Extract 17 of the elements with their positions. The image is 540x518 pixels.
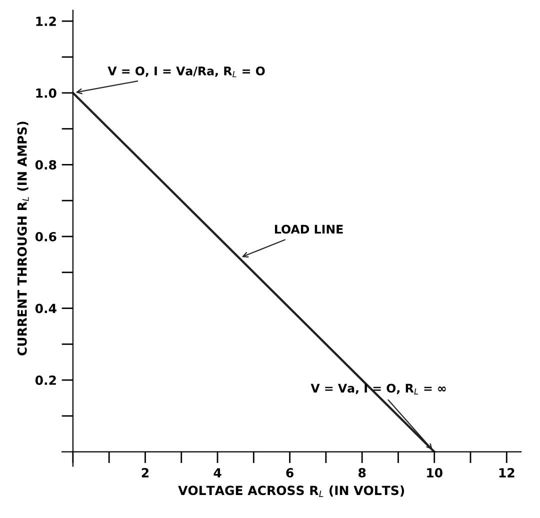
y-tick-label: 1.0: [36, 88, 56, 98]
y-axis-title: CURRENT THROUGH R$_{L}$ (IN AMPS): [17, 122, 29, 356]
y-tick-label: 1.2: [36, 16, 56, 26]
x-tick-label: 10: [427, 468, 442, 478]
x-tick-label: 8: [358, 468, 366, 478]
y-tick-label: 0.8: [35, 160, 56, 170]
annotation: V = Va, I = O, R$_{L}$ = ∞: [310, 384, 446, 394]
y-tick-label: 0.4: [35, 304, 56, 314]
x-tick-label: 6: [286, 468, 294, 478]
annotation: LOAD LINE: [275, 224, 343, 234]
annotation: V = O, I = Va/Ra, R$_{L}$ = O: [108, 66, 265, 78]
x-tick-label: 2: [142, 468, 148, 478]
x-axis-title: VOLTAGE ACROSS R$_{L}$ (IN VOLTS): [178, 485, 404, 497]
y-tick-label: 0.2: [35, 376, 56, 385]
y-tick-label: 0.6: [35, 232, 56, 242]
x-tick-label: 12: [499, 468, 514, 478]
x-tick-label: 4: [214, 468, 222, 478]
